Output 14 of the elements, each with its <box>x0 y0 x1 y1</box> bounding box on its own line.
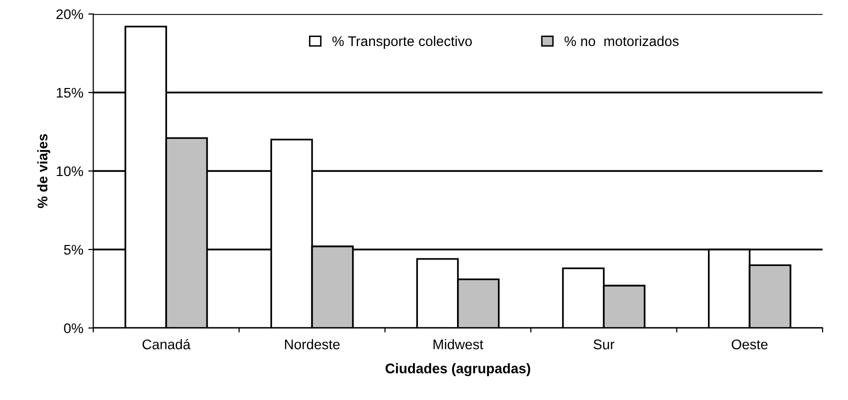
x-tick-label: Canadá <box>142 338 191 350</box>
y-tick-label: 15% <box>56 88 84 98</box>
y-tick-label: 20% <box>56 9 84 20</box>
x-axis-title: Ciudades (agrupadas) <box>386 363 530 376</box>
y-tick-label: 10% <box>56 166 84 176</box>
x-tick-label: Nordeste <box>285 339 340 350</box>
y-tick-label: 0% <box>64 323 84 334</box>
y-axis-title: % de viajes <box>37 134 50 208</box>
y-tick-label: 5% <box>64 244 84 255</box>
x-tick-label: Sur <box>594 339 614 350</box>
x-tick-label: Midwest <box>434 339 484 350</box>
x-tick-label: Oeste <box>732 339 768 350</box>
legend-label: % Transporte colectivo <box>332 36 472 49</box>
legend-label: % no motorizados <box>564 36 679 46</box>
